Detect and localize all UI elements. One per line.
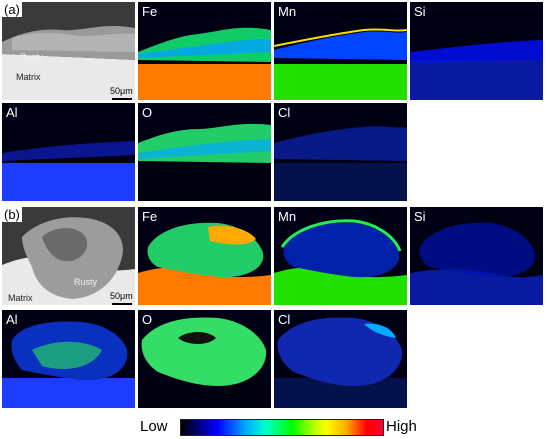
- fe-map-a-graphic: [138, 2, 271, 100]
- sem-image-b: (b) Rusty Matrix 50μm: [2, 207, 135, 305]
- matrix-label-b: Matrix: [8, 293, 33, 303]
- cl-map-b-graphic: [274, 310, 407, 408]
- cl-map-b: Cl: [274, 310, 407, 408]
- al-map-b-graphic: [2, 310, 135, 408]
- sem-image-b-graphic: [2, 207, 135, 305]
- scale-bar-b: [112, 303, 132, 305]
- element-label: Al: [6, 105, 18, 120]
- al-map-b: Al: [2, 310, 135, 408]
- scale-label-a: 50μm: [110, 86, 133, 96]
- element-label: O: [142, 105, 153, 120]
- fe-map-a: Fe: [138, 2, 271, 100]
- legend-high-label: High: [386, 418, 417, 435]
- element-label: Mn: [278, 4, 297, 19]
- scale-bar-a: [112, 98, 132, 100]
- si-map-a: Si: [410, 2, 543, 100]
- mn-map-b-graphic: [274, 207, 407, 305]
- rusty-label-b: Rusty: [74, 277, 98, 287]
- mn-map-b: Mn: [274, 207, 407, 305]
- element-label: Cl: [278, 105, 291, 120]
- scale-label-b: 50μm: [110, 291, 133, 301]
- element-label: Cl: [278, 312, 291, 327]
- al-map-a: Al: [2, 103, 135, 201]
- o-map-a: O: [138, 103, 271, 201]
- o-map-a-graphic: [138, 103, 271, 201]
- si-map-b-graphic: [410, 207, 543, 305]
- element-label: Si: [414, 4, 426, 19]
- mn-map-a-graphic: [274, 2, 407, 100]
- cl-map-a: Cl: [274, 103, 407, 201]
- legend-low-label: Low: [140, 418, 168, 435]
- si-map-b: Si: [410, 207, 543, 305]
- fe-map-b-graphic: [138, 207, 271, 305]
- section-b-tag: (b): [2, 207, 22, 222]
- sem-image-a-graphic: [2, 2, 135, 100]
- matrix-label-a: Matrix: [16, 72, 41, 82]
- section-a-tag: (a): [2, 2, 22, 17]
- o-map-b-graphic: [138, 310, 271, 408]
- fe-map-b: Fe: [138, 207, 271, 305]
- color-scale-bar: [180, 419, 384, 436]
- element-label: Mn: [278, 209, 297, 224]
- rusty-label-a: Rusty: [20, 52, 44, 62]
- sem-image-a: (a) Rusty Matrix 50μm: [2, 2, 135, 100]
- si-map-a-graphic: [410, 2, 543, 100]
- cl-map-a-graphic: [274, 103, 407, 201]
- element-label: Al: [6, 312, 18, 327]
- element-label: O: [142, 312, 153, 327]
- mn-map-a: Mn: [274, 2, 407, 100]
- element-label: Fe: [142, 209, 158, 224]
- element-label: Fe: [142, 4, 158, 19]
- element-label: Si: [414, 209, 426, 224]
- o-map-b: O: [138, 310, 271, 408]
- al-map-a-graphic: [2, 103, 135, 201]
